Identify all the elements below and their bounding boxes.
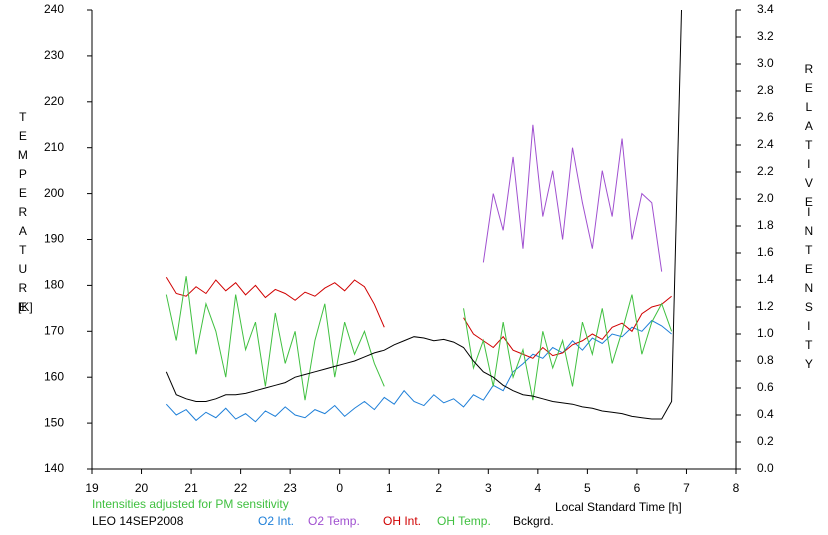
y2-tick-label: 1.4 xyxy=(757,272,774,286)
x-tick-label: 20 xyxy=(135,481,149,495)
x-tick-label: 21 xyxy=(184,481,198,495)
x-tick-label: 1 xyxy=(386,481,393,495)
y-tick-label: 210 xyxy=(44,140,64,154)
y2-tick-label: 0.2 xyxy=(757,434,774,448)
series-line xyxy=(165,9,683,420)
x-tick-label: 2 xyxy=(435,481,442,495)
legend-label: O2 Temp. xyxy=(308,514,360,528)
y2-tick-label: 3.2 xyxy=(757,29,774,43)
x-tick-label: 8 xyxy=(733,481,740,495)
y-tick-label: 150 xyxy=(44,415,64,429)
y-tick-label: 140 xyxy=(44,461,64,475)
y-tick-label: 220 xyxy=(44,94,64,108)
y2-tick-label: 2.6 xyxy=(757,110,774,124)
y2-axis-label: INTENSITY xyxy=(802,205,816,376)
y-tick-label: 240 xyxy=(44,2,64,16)
x-axis-label: Local Standard Time [h] xyxy=(555,500,682,514)
y2-tick-label: 1.6 xyxy=(757,245,774,259)
y-tick-label: 170 xyxy=(44,323,64,337)
x-tick-label: 22 xyxy=(234,481,248,495)
series-line xyxy=(482,124,663,272)
y-tick-label: 200 xyxy=(44,186,64,200)
x-tick-label: 19 xyxy=(85,481,99,495)
y2-tick-label: 0.6 xyxy=(757,380,774,394)
note: Intensities adjusted for PM sensitivity xyxy=(92,497,289,511)
y2-tick-label: 0.4 xyxy=(757,407,774,421)
x-tick-label: 7 xyxy=(683,481,690,495)
y2-tick-label: 0.0 xyxy=(757,461,774,475)
series-line xyxy=(165,276,673,401)
y2-axis-label: RELATIVE xyxy=(802,62,816,214)
y-tick-label: 230 xyxy=(44,48,64,62)
y2-tick-label: 3.0 xyxy=(757,56,774,70)
y2-tick-label: 2.4 xyxy=(757,137,774,151)
y-axis-label: TEMPERATURE xyxy=(16,110,30,319)
series-line xyxy=(165,277,672,359)
y2-tick-label: 2.0 xyxy=(757,191,774,205)
x-tick-label: 6 xyxy=(634,481,641,495)
y2-tick-label: 1.8 xyxy=(757,218,774,232)
legend-label: OH Int. xyxy=(383,514,421,528)
y2-tick-label: 1.0 xyxy=(757,326,774,340)
x-tick-label: 23 xyxy=(283,481,297,495)
y2-tick-label: 3.4 xyxy=(757,2,774,16)
legend-label: OH Temp. xyxy=(437,514,491,528)
y-tick-label: 160 xyxy=(44,369,64,383)
y2-tick-label: 2.8 xyxy=(757,83,774,97)
station: LEO 14SEP2008 xyxy=(92,514,184,528)
y2-tick-label: 2.2 xyxy=(757,164,774,178)
x-tick-label: 5 xyxy=(584,481,591,495)
legend-label: O2 Int. xyxy=(258,514,294,528)
x-tick-label: 0 xyxy=(336,481,343,495)
x-tick-label: 4 xyxy=(535,481,542,495)
series-line xyxy=(165,319,672,423)
y-tick-label: 180 xyxy=(44,278,64,292)
y2-tick-label: 0.8 xyxy=(757,353,774,367)
x-tick-label: 3 xyxy=(485,481,492,495)
y-tick-label: 190 xyxy=(44,232,64,246)
legend-label: Bckgrd. xyxy=(513,514,554,528)
y-axis-unit: [K] xyxy=(18,300,33,314)
y2-tick-label: 1.2 xyxy=(757,299,774,313)
